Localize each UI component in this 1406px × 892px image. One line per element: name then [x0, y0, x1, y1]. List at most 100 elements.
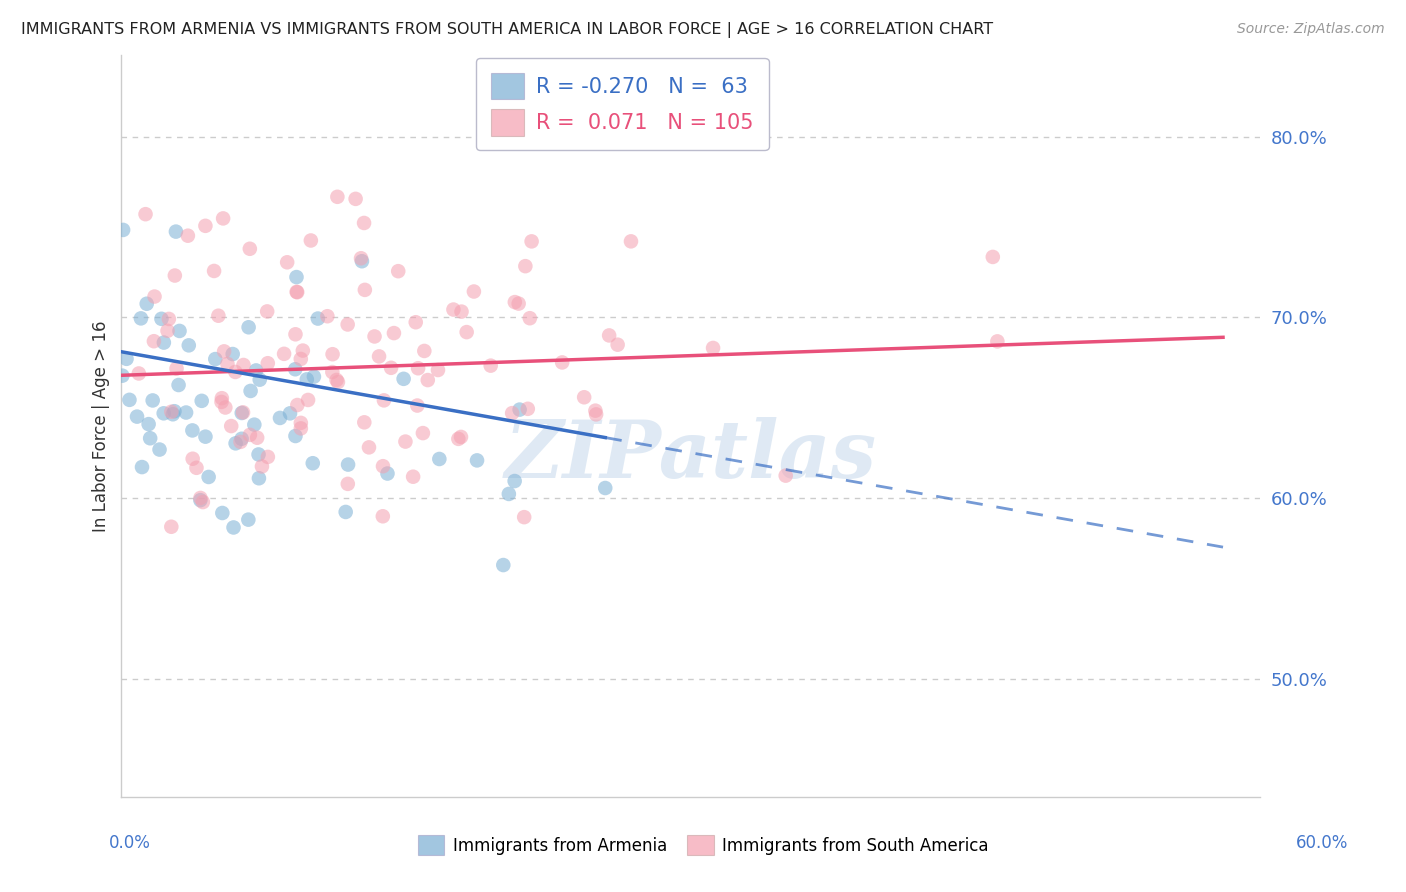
Point	[186, 460, 208, 475]
Point	[775, 468, 797, 483]
Point	[353, 216, 375, 230]
Point	[290, 421, 312, 435]
Point	[450, 430, 472, 444]
Point	[256, 304, 278, 318]
Point	[194, 430, 217, 444]
Point	[194, 219, 217, 233]
Point	[243, 417, 266, 432]
Point	[232, 405, 254, 419]
Point	[285, 270, 308, 285]
Point	[427, 363, 450, 377]
Point	[202, 264, 225, 278]
Point	[509, 402, 531, 417]
Point	[516, 401, 538, 416]
Point	[373, 393, 395, 408]
Point	[163, 404, 186, 418]
Point	[284, 327, 307, 342]
Point	[212, 344, 235, 359]
Point	[231, 406, 253, 420]
Point	[291, 343, 314, 358]
Point	[207, 309, 229, 323]
Point	[353, 283, 375, 297]
Point	[212, 211, 235, 226]
Point	[273, 347, 295, 361]
Point	[190, 493, 212, 508]
Point	[353, 415, 375, 429]
Point	[519, 311, 541, 326]
Point	[465, 453, 488, 467]
Point	[148, 442, 170, 457]
Point	[143, 289, 166, 303]
Point	[350, 252, 373, 266]
Point	[335, 505, 357, 519]
Point	[387, 264, 409, 278]
Point	[513, 510, 536, 524]
Point	[363, 329, 385, 343]
Point	[174, 405, 197, 419]
Point	[249, 373, 271, 387]
Point	[153, 335, 176, 350]
Point	[115, 351, 138, 366]
Point	[606, 337, 628, 351]
Point	[181, 424, 204, 438]
Point	[302, 369, 325, 384]
Point	[142, 334, 165, 349]
Point	[620, 235, 643, 249]
Point	[447, 432, 470, 446]
Point	[479, 359, 502, 373]
Point	[456, 325, 478, 339]
Point	[165, 225, 187, 239]
Point	[290, 416, 312, 430]
Point	[111, 368, 134, 383]
Point	[371, 459, 394, 474]
Point	[177, 338, 200, 352]
Point	[169, 324, 191, 338]
Point	[245, 363, 267, 377]
Point	[211, 395, 233, 409]
Point	[160, 405, 183, 419]
Point	[191, 495, 214, 509]
Point	[412, 426, 434, 441]
Point	[503, 295, 526, 310]
Point	[301, 456, 323, 470]
Point	[247, 447, 270, 461]
Point	[508, 296, 530, 310]
Point	[371, 509, 394, 524]
Point	[501, 406, 523, 420]
Point	[229, 434, 252, 449]
Point	[239, 242, 262, 256]
Point	[337, 458, 360, 472]
Point	[585, 408, 607, 422]
Point	[118, 392, 141, 407]
Point	[427, 452, 450, 467]
Point	[357, 441, 380, 455]
Point	[392, 372, 415, 386]
Point	[160, 520, 183, 534]
Point	[285, 398, 308, 412]
Point	[297, 392, 319, 407]
Point	[156, 324, 179, 338]
Point	[450, 304, 472, 318]
Point	[239, 428, 262, 442]
Point	[256, 356, 278, 370]
Point	[551, 355, 574, 369]
Point	[394, 434, 416, 449]
Point	[232, 358, 254, 372]
Point	[515, 259, 537, 273]
Point	[295, 372, 318, 386]
Point	[246, 431, 269, 445]
Point	[135, 297, 157, 311]
Point	[197, 470, 219, 484]
Point	[269, 411, 291, 425]
Point	[380, 360, 402, 375]
Point	[336, 318, 359, 332]
Y-axis label: In Labor Force | Age > 16: In Labor Force | Age > 16	[93, 320, 110, 532]
Text: Source: ZipAtlas.com: Source: ZipAtlas.com	[1237, 22, 1385, 37]
Point	[336, 476, 359, 491]
Point	[247, 471, 270, 485]
Point	[702, 341, 724, 355]
Point	[382, 326, 405, 340]
Point	[321, 365, 343, 379]
Legend: Immigrants from Armenia, Immigrants from South America: Immigrants from Armenia, Immigrants from…	[411, 829, 995, 862]
Point	[443, 302, 465, 317]
